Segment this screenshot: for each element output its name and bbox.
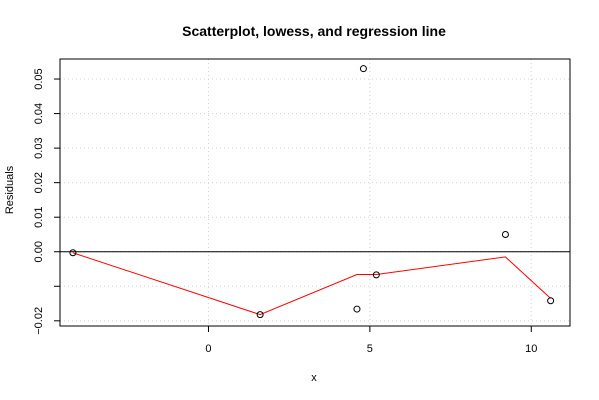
chart-title: Scatterplot, lowess, and regression line bbox=[182, 23, 446, 39]
x-tick-label: 0 bbox=[205, 343, 211, 355]
y-tick-label: 0.05 bbox=[33, 68, 45, 89]
axes: 0 5 10 −0.02 0.00 0.01 0.02 0.03 0.04 0.05 bbox=[33, 68, 537, 355]
y-tick-label: 0.04 bbox=[33, 103, 45, 124]
y-tick-label: −0.02 bbox=[33, 307, 45, 335]
y-tick-label: 0.00 bbox=[33, 241, 45, 262]
y-tick-label: 0.01 bbox=[33, 206, 45, 227]
plot-frame bbox=[59, 58, 571, 327]
data-point bbox=[256, 311, 264, 319]
data-point bbox=[547, 297, 555, 305]
data-point bbox=[372, 271, 380, 279]
x-tick-label: 10 bbox=[525, 343, 537, 355]
y-axis-label: Residuals bbox=[4, 165, 16, 214]
x-tick-label: 5 bbox=[367, 343, 373, 355]
data-point bbox=[359, 65, 367, 73]
data-point bbox=[69, 249, 77, 257]
x-axis-label: x bbox=[311, 372, 317, 384]
data-point bbox=[353, 305, 361, 313]
lowess-line bbox=[72, 252, 551, 316]
grid bbox=[60, 59, 570, 326]
plot-data bbox=[60, 65, 570, 319]
data-point bbox=[501, 230, 509, 238]
y-tick-label: 0.03 bbox=[33, 137, 45, 158]
y-tick-label: 0.02 bbox=[33, 172, 45, 193]
